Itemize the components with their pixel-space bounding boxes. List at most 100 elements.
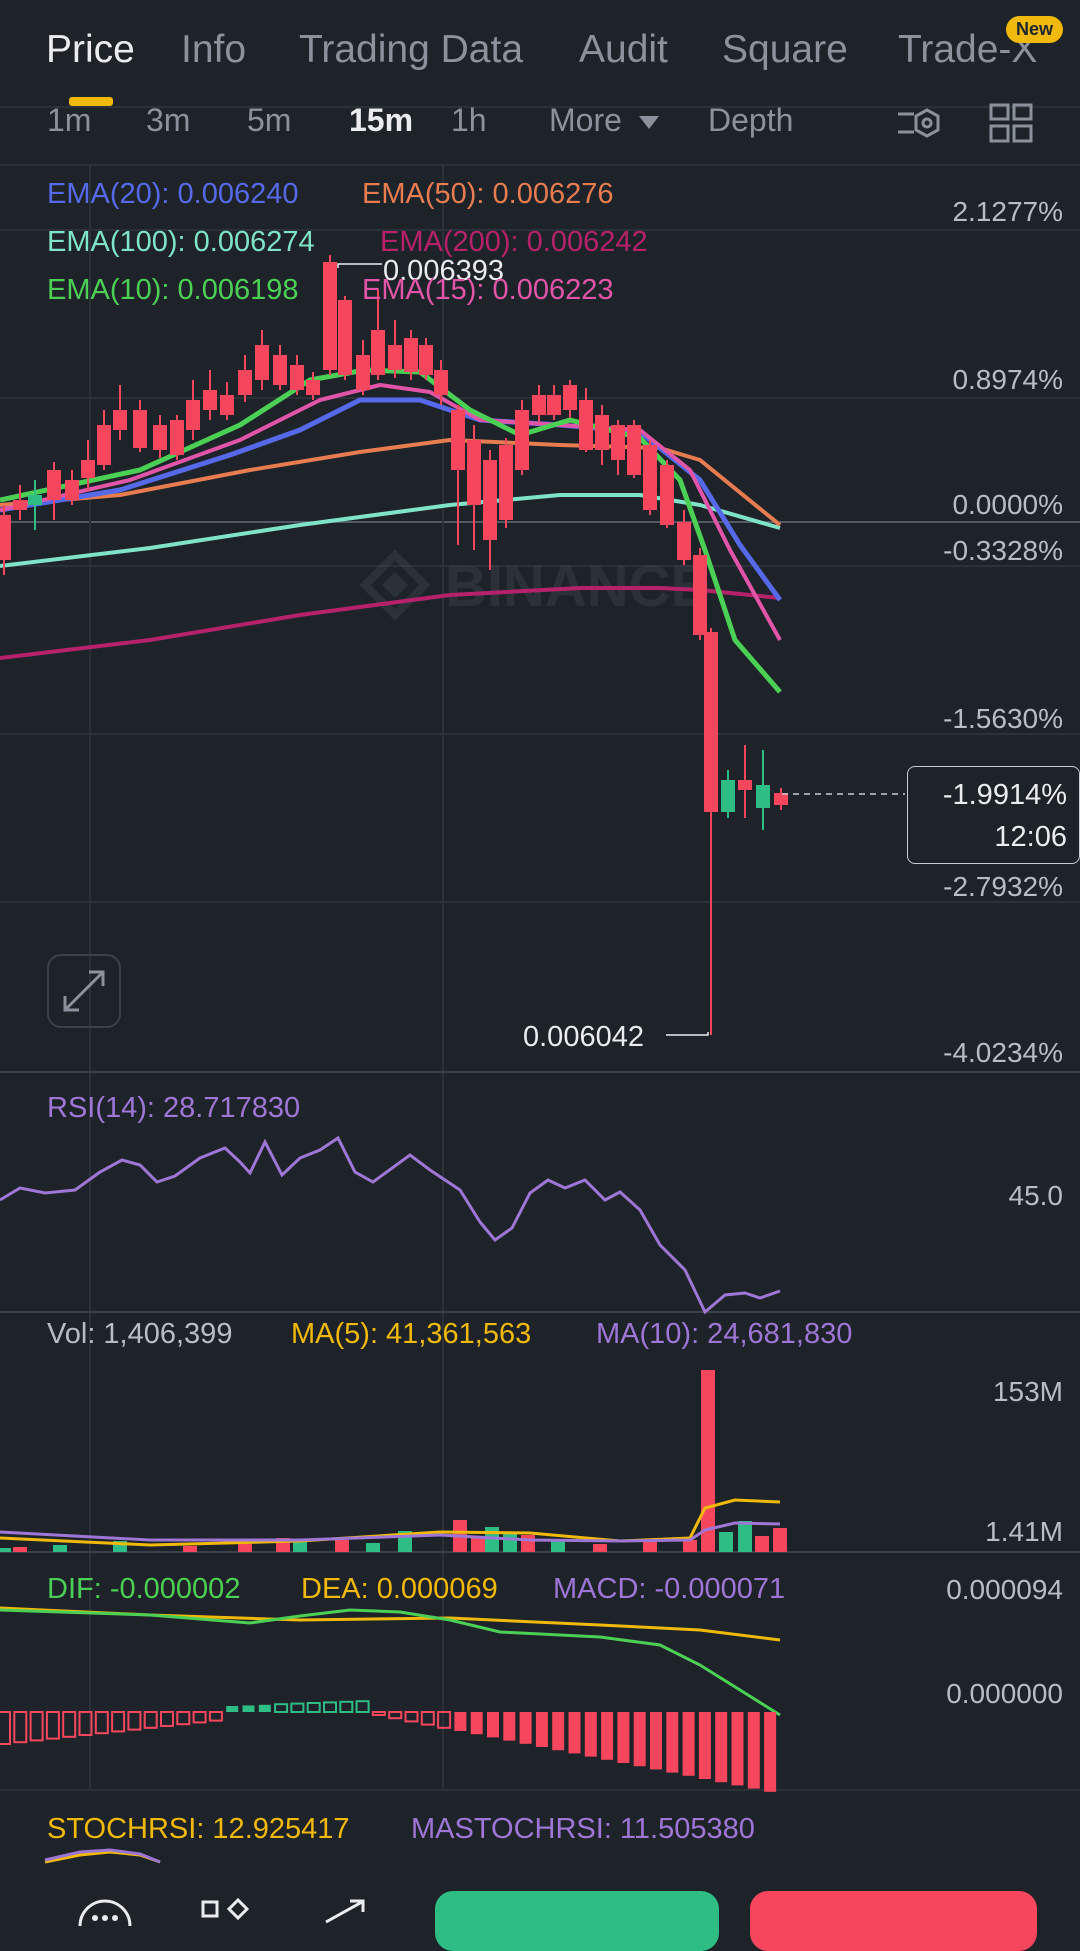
tab-info[interactable]: Info <box>181 28 247 71</box>
low-marker <box>666 1032 709 1036</box>
macd-dif-legend: DIF: -0.000002 <box>47 1573 241 1605</box>
divider <box>0 106 1080 108</box>
stochrsi-legend: STOCHRSI: 12.925417 <box>47 1813 350 1845</box>
candle-body <box>434 370 448 395</box>
candle-body <box>133 410 147 448</box>
candle-body <box>611 425 625 460</box>
fullscreen-button[interactable] <box>47 954 121 1028</box>
candle-body <box>563 385 577 410</box>
macd-histogram-bar <box>274 1703 289 1713</box>
ema15-legend: EMA(15): 0.006223 <box>362 274 614 306</box>
timeframe-1h[interactable]: 1h <box>451 102 487 138</box>
timeframe-5m[interactable]: 5m <box>247 102 292 138</box>
candle-body <box>774 793 788 805</box>
ema20-line <box>0 397 783 602</box>
divider <box>0 164 1080 166</box>
candle-body <box>704 632 718 812</box>
volume-bar <box>719 1532 733 1552</box>
volume-bar <box>593 1544 607 1552</box>
macd-histogram-bar <box>487 1712 499 1738</box>
volume-bar <box>701 1370 715 1552</box>
ema100-legend: EMA(100): 0.006274 <box>47 226 315 258</box>
volume-bar <box>13 1547 27 1552</box>
volume-bar <box>471 1537 485 1552</box>
macd-histogram-bar <box>290 1702 305 1713</box>
widgets-icon[interactable] <box>200 1898 252 1924</box>
timeframe-1m[interactable]: 1m <box>47 102 92 138</box>
candle-body <box>153 425 167 450</box>
macd-histogram-bar <box>698 1712 711 1779</box>
volume-axis-label: 153M <box>992 1376 1063 1407</box>
rsi-line <box>0 1135 781 1315</box>
share-icon[interactable] <box>322 1898 368 1924</box>
volume-bar <box>683 1540 697 1552</box>
candle-body <box>306 380 320 395</box>
volume-bar <box>366 1543 380 1552</box>
candle-body <box>81 460 95 478</box>
volume-chart <box>0 1370 787 1552</box>
candle-body <box>677 522 691 560</box>
sell-button[interactable] <box>750 1891 1037 1951</box>
macd-histogram-bar <box>519 1712 532 1744</box>
tab-audit[interactable]: Audit <box>579 28 668 71</box>
candle-body <box>356 355 370 390</box>
timeframe-more[interactable]: More <box>549 102 659 139</box>
candle-body <box>170 420 184 455</box>
candle-body <box>113 410 127 430</box>
macd-histogram-bar <box>371 1711 386 1716</box>
macd-histogram-bar <box>650 1712 662 1770</box>
candle-body <box>65 480 79 500</box>
macd-histogram-bar <box>192 1711 207 1724</box>
candle-body <box>47 470 61 500</box>
volume-bar <box>755 1536 769 1552</box>
volume-bar <box>0 1548 11 1552</box>
mastochrsi-line <box>44 1848 161 1864</box>
candle-body <box>338 300 352 375</box>
volume-bar <box>521 1535 535 1552</box>
volume-bar <box>773 1528 787 1552</box>
candle-body <box>547 395 561 415</box>
volume-bar <box>238 1544 252 1552</box>
macd-histogram-bar <box>633 1712 646 1767</box>
candle-body <box>290 365 304 390</box>
macd-histogram-bar <box>176 1711 191 1726</box>
macd-histogram-bar <box>682 1712 695 1776</box>
candle-body <box>0 515 11 560</box>
timeframe-15m[interactable]: 15m <box>349 102 414 138</box>
high-price-label: 0.006393 <box>383 255 504 287</box>
high-marker <box>337 263 382 268</box>
more-dots-icon[interactable] <box>75 1896 135 1926</box>
macd-histogram-bar <box>111 1711 126 1733</box>
timeframe-3m[interactable]: 3m <box>146 102 191 138</box>
macd-histogram-bar <box>306 1702 321 1713</box>
indicator-settings-icon[interactable] <box>894 104 944 144</box>
volume-bar <box>335 1540 349 1552</box>
macd-histogram-bar <box>764 1712 777 1792</box>
macd-histogram-bar <box>45 1711 60 1740</box>
macd-histogram-bar <box>13 1711 28 1744</box>
macd-histogram-bar <box>454 1712 467 1731</box>
ema10-legend: EMA(10): 0.006198 <box>47 274 299 306</box>
macd-histogram-bar <box>731 1712 744 1786</box>
macd-histogram-bar <box>29 1711 44 1742</box>
macd-histogram-bar <box>388 1711 403 1720</box>
top-tab-bar: Price Info Trading Data Audit Square Tra… <box>0 0 1080 106</box>
rsi-legend: RSI(14): 28.717830 <box>47 1092 301 1124</box>
candle-body <box>28 495 42 505</box>
price-axis-label: 0.0000% <box>952 489 1063 520</box>
active-tab-indicator <box>69 97 113 106</box>
ema15-line <box>0 383 782 641</box>
chart-grid <box>0 166 1080 1791</box>
depth-tab[interactable]: Depth <box>708 102 794 138</box>
tab-square[interactable]: Square <box>722 28 848 71</box>
macd-chart <box>0 1606 781 1792</box>
macd-histogram-bar <box>715 1712 728 1783</box>
candle-body <box>579 400 593 450</box>
macd-histogram-bar <box>242 1705 255 1712</box>
volume-bar <box>293 1541 307 1552</box>
buy-button[interactable] <box>435 1891 719 1951</box>
tab-price[interactable]: Price <box>46 28 135 71</box>
layout-grid-icon[interactable] <box>988 102 1034 144</box>
tab-trading-data[interactable]: Trading Data <box>299 28 524 71</box>
ema50-line <box>0 438 782 527</box>
